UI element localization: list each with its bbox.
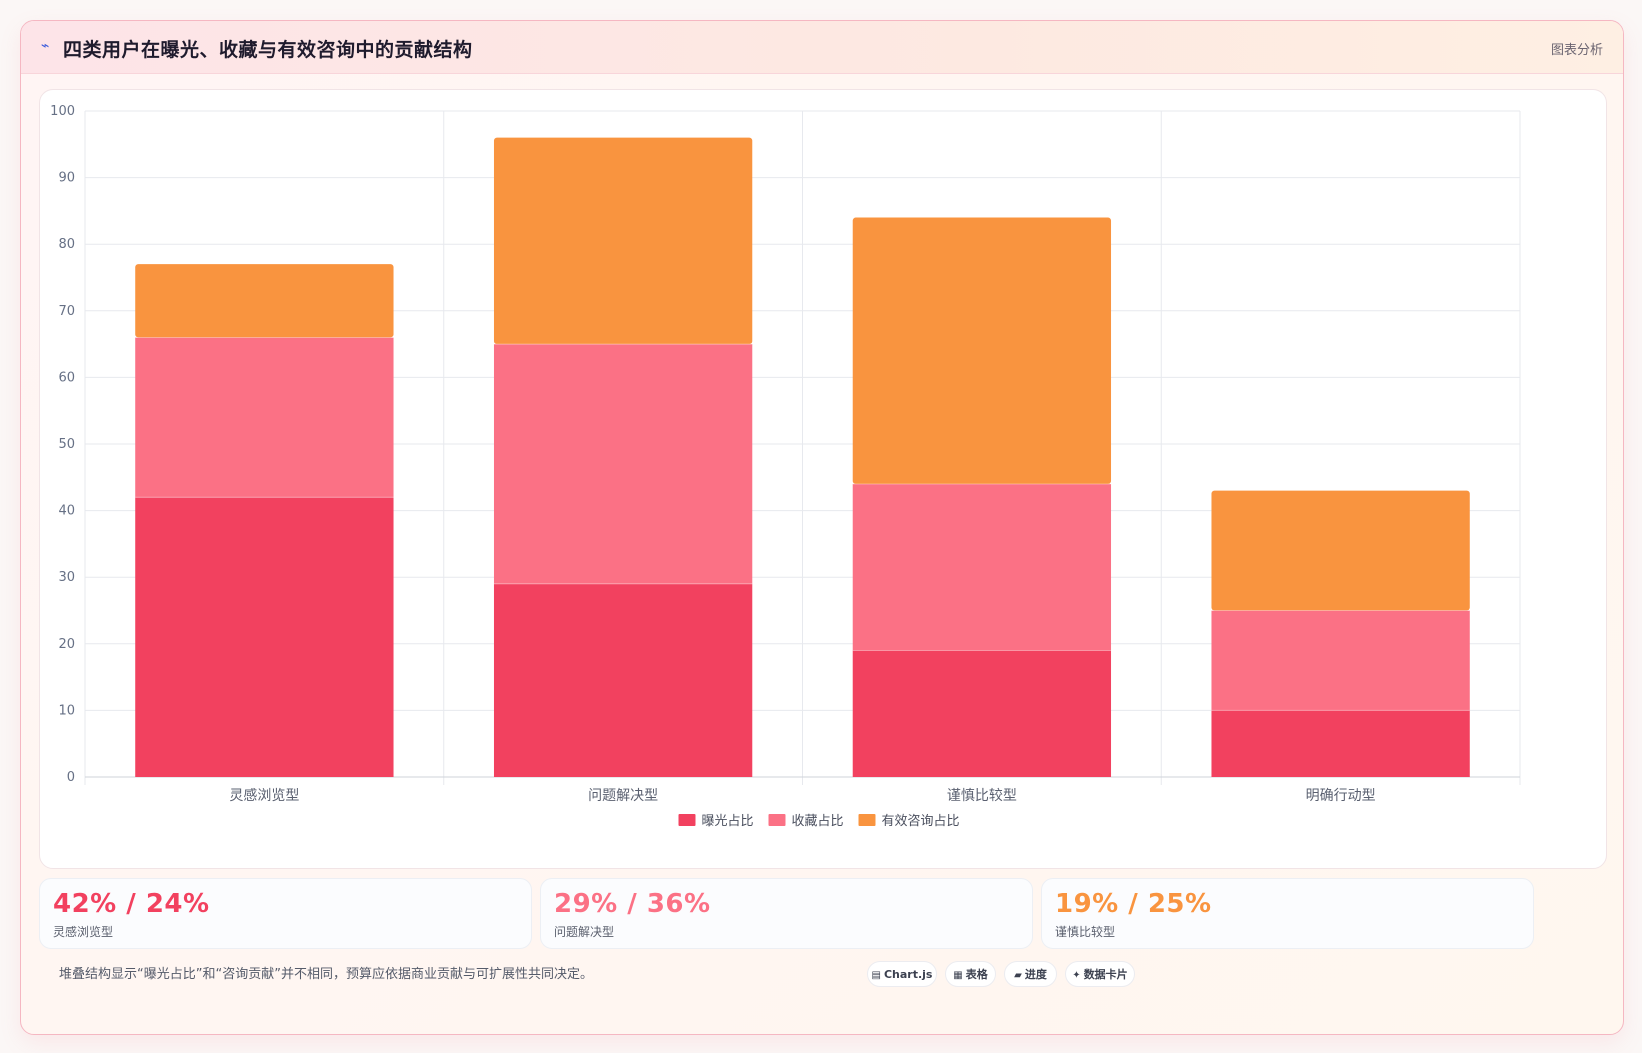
badge-label: 数据卡片 bbox=[1083, 968, 1128, 981]
legend-label: 收藏占比 bbox=[792, 814, 844, 829]
x-tick-label: 问题解决型 bbox=[588, 788, 658, 804]
y-tick-label: 10 bbox=[58, 703, 75, 718]
sparkle-icon: ✦ bbox=[1072, 970, 1081, 981]
legend-label: 曝光占比 bbox=[702, 814, 754, 829]
pulse-icon: ⌁ bbox=[41, 38, 50, 54]
bar-segment bbox=[852, 650, 1112, 777]
chart-analysis-label: 图表分析 bbox=[1550, 43, 1603, 58]
bar-segment bbox=[493, 137, 753, 345]
x-tick-label: 明确行动型 bbox=[1306, 788, 1376, 804]
bar-segment bbox=[493, 583, 753, 777]
y-tick-label: 20 bbox=[58, 637, 75, 652]
badge-chartjs[interactable]: ▤ Chart.js bbox=[867, 961, 937, 987]
y-tick-label: 70 bbox=[58, 304, 75, 319]
y-tick-label: 0 bbox=[67, 770, 75, 785]
progress-icon: ▰ bbox=[1014, 970, 1022, 981]
x-tick-label: 灵感浏览型 bbox=[229, 787, 299, 804]
y-tick-label: 50 bbox=[58, 437, 75, 452]
bar-segment bbox=[1211, 490, 1470, 611]
legend-swatch bbox=[858, 814, 876, 826]
legend-swatch bbox=[768, 814, 786, 826]
y-tick-label: 60 bbox=[58, 370, 75, 385]
panel-title: 四类用户在曝光、收藏与有效咨询中的贡献结构 bbox=[63, 39, 473, 61]
stat-value: 19% / 25% bbox=[1055, 889, 1212, 919]
y-tick-label: 100 bbox=[50, 104, 75, 119]
badge-label: 进度 bbox=[1024, 968, 1047, 981]
badge-label: 表格 bbox=[965, 968, 988, 981]
y-tick-label: 90 bbox=[58, 171, 75, 186]
bar-segment bbox=[135, 264, 394, 338]
stat-value: 42% / 24% bbox=[53, 889, 210, 919]
legend-swatch bbox=[678, 814, 696, 826]
bar-segment bbox=[852, 217, 1112, 484]
badge-progress[interactable]: ▰ 进度 bbox=[1004, 961, 1057, 987]
bar-segment bbox=[1211, 610, 1470, 711]
bar-segment bbox=[135, 497, 394, 777]
y-tick-label: 30 bbox=[58, 570, 75, 585]
panel-header: ⌁ 四类用户在曝光、收藏与有效咨询中的贡献结构 图表分析 bbox=[21, 21, 1623, 74]
bar-segment bbox=[135, 337, 394, 498]
chart-icon: ▤ bbox=[871, 970, 881, 981]
footnote: 堆叠结构显示“曝光占比”和“咨询贡献”并不相同，预算应依据商业贡献与可扩展性共同… bbox=[59, 967, 593, 982]
y-tick-label: 80 bbox=[58, 237, 75, 252]
legend-label: 有效咨询占比 bbox=[882, 814, 960, 829]
x-tick-label: 谨慎比较型 bbox=[947, 788, 1017, 804]
chart-card: 0 10 20 30 40 50 60 70 80 90 100 灵感浏览型 问题解决型 谨慎比较型 明确行… bbox=[39, 89, 1607, 869]
stat-value: 29% / 36% bbox=[554, 889, 711, 919]
stat-label: 谨慎比较型 bbox=[1055, 925, 1116, 939]
badge-table[interactable]: ▦ 表格 bbox=[945, 961, 996, 987]
badge-label: Chart.js bbox=[883, 968, 933, 981]
chart-panel: ⌁ 四类用户在曝光、收藏与有效咨询中的贡献结构 图表分析 0 10 20 30 40 50… bbox=[20, 20, 1624, 1035]
stat-card-1: 42% / 24% 灵感浏览型 bbox=[39, 878, 532, 949]
stat-card-2: 29% / 36% 问题解决型 bbox=[540, 878, 1033, 949]
stat-card-3: 19% / 25% 谨慎比较型 bbox=[1041, 878, 1534, 949]
y-tick-label: 40 bbox=[58, 504, 75, 519]
bar-segment bbox=[852, 483, 1112, 651]
badge-data-card[interactable]: ✦ 数据卡片 bbox=[1065, 961, 1135, 987]
bar-segment bbox=[1211, 710, 1470, 777]
stat-label: 问题解决型 bbox=[554, 925, 615, 939]
table-icon: ▦ bbox=[953, 970, 963, 981]
stat-label: 灵感浏览型 bbox=[53, 925, 114, 939]
stacked-bar-chart: 0 10 20 30 40 50 60 70 80 90 100 灵感浏览型 问题解决型 谨慎比较型 明确行… bbox=[50, 104, 1521, 829]
bar-segment bbox=[493, 344, 753, 584]
